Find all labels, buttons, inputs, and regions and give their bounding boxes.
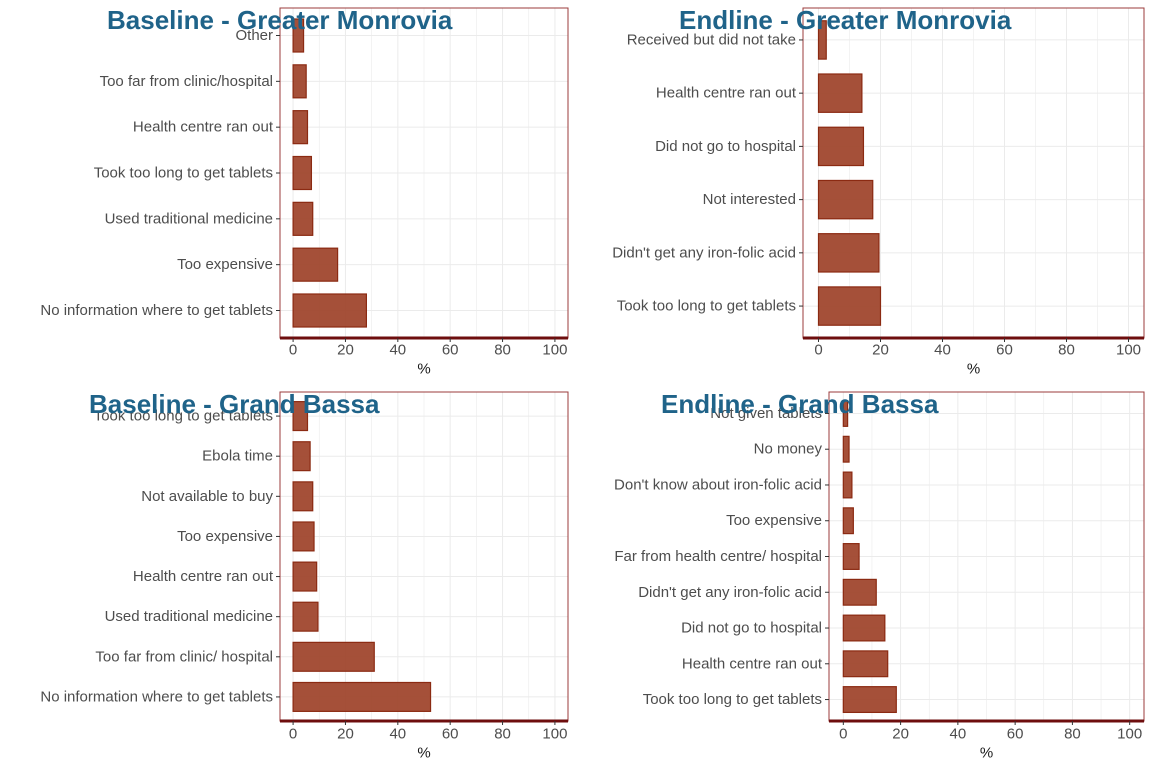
category-label: Used traditional medicine <box>105 608 273 625</box>
x-tick-label: 100 <box>542 726 567 743</box>
panel-title: Baseline - Grand Bassa <box>89 389 380 419</box>
panel-2: Received but did not take Health centre r… <box>612 5 1145 378</box>
bar <box>817 126 865 167</box>
category-label: No money <box>754 441 823 458</box>
x-tick-label: 100 <box>1117 726 1142 743</box>
category-label: Not available to buy <box>141 488 273 505</box>
category-label: Didn't get any iron-folic acid <box>638 584 822 601</box>
x-tick-label: 20 <box>892 726 909 743</box>
x-tick-label: 0 <box>839 726 847 743</box>
x-tick-label: 40 <box>389 342 406 359</box>
x-tick-label: 20 <box>337 726 354 743</box>
category-label: Too expensive <box>177 256 273 273</box>
x-tick-label: 60 <box>1007 726 1024 743</box>
bar <box>292 521 315 552</box>
bar <box>842 399 849 427</box>
bar <box>292 64 307 99</box>
category-label: Health centre ran out <box>133 568 274 585</box>
x-tick-label: 0 <box>289 342 297 359</box>
bar <box>842 614 886 642</box>
category-label: Not interested <box>703 191 796 208</box>
bar <box>292 441 311 472</box>
panel-4: Not given tablets No money Don't know abou… <box>614 389 1145 762</box>
bar <box>292 681 432 712</box>
bar <box>842 686 897 714</box>
bar <box>292 481 314 512</box>
x-tick-label: 80 <box>1058 342 1075 359</box>
bar <box>292 561 318 592</box>
bar <box>842 578 877 606</box>
x-tick-label: 40 <box>950 726 967 743</box>
category-label: Don't know about iron-folic acid <box>614 476 822 493</box>
bar <box>817 73 863 113</box>
panel-title: Endline - Grand Bassa <box>661 389 939 419</box>
category-label: Did not go to hospital <box>681 620 822 637</box>
bar <box>842 650 889 678</box>
category-label: Took too long to get tablets <box>94 408 273 425</box>
bar <box>817 286 882 326</box>
category-label: Too expensive <box>726 512 822 529</box>
category-label: Too expensive <box>177 528 273 545</box>
bar <box>817 179 874 220</box>
x-axis-title: % <box>417 361 430 378</box>
x-tick-label: 100 <box>542 342 567 359</box>
bar <box>292 247 339 282</box>
x-tick-label: 20 <box>872 342 889 359</box>
bar <box>292 18 305 53</box>
category-label: Health centre ran out <box>656 85 797 102</box>
panel-title: Endline - Greater Monrovia <box>679 5 1012 35</box>
bar <box>292 201 314 236</box>
x-tick-label: 100 <box>1116 342 1141 359</box>
category-label: Too far from clinic/hospital <box>100 73 273 90</box>
category-label: Didn't get any iron-folic acid <box>612 244 796 261</box>
category-label: Far from health centre/ hospital <box>614 548 822 565</box>
x-tick-label: 60 <box>442 726 459 743</box>
category-label: Other <box>235 27 273 44</box>
x-tick-label: 80 <box>494 342 511 359</box>
x-tick-label: 60 <box>996 342 1013 359</box>
bar <box>842 471 853 499</box>
x-tick-label: 60 <box>442 342 459 359</box>
x-tick-label: 0 <box>814 342 822 359</box>
bar <box>842 507 854 535</box>
bar <box>817 20 827 60</box>
panel-3: Took too long to get tablets Ebola time No… <box>40 389 569 762</box>
category-label: Took too long to get tablets <box>643 691 822 708</box>
category-label: No information where to get tablets <box>40 688 273 705</box>
panel-1: Other Too far from clinic/hospital Health … <box>40 5 569 378</box>
category-label: Too far from clinic/ hospital <box>95 648 273 665</box>
bar <box>292 110 309 145</box>
x-axis-title: % <box>967 361 980 378</box>
x-tick-label: 80 <box>494 726 511 743</box>
bar <box>292 641 375 672</box>
category-label: Did not go to hospital <box>655 138 796 155</box>
category-label: Received but did not take <box>627 31 796 48</box>
category-label: Health centre ran out <box>133 119 274 136</box>
x-tick-label: 40 <box>934 342 951 359</box>
x-axis-title: % <box>417 745 430 762</box>
bar <box>292 293 368 328</box>
category-label: Took too long to get tablets <box>94 165 273 182</box>
category-label: Health centre ran out <box>682 655 823 672</box>
bar <box>842 435 850 463</box>
bar <box>842 543 860 570</box>
x-tick-label: 40 <box>389 726 406 743</box>
x-tick-label: 20 <box>337 342 354 359</box>
category-label: No information where to get tablets <box>40 302 273 319</box>
bar <box>292 155 313 191</box>
category-label: Not given tablets <box>710 405 822 422</box>
bar <box>292 401 309 432</box>
bar <box>817 233 880 273</box>
x-axis-title: % <box>980 745 993 762</box>
category-label: Ebola time <box>202 448 273 465</box>
bar <box>292 601 319 632</box>
category-label: Took too long to get tablets <box>617 298 796 315</box>
category-label: Used traditional medicine <box>105 210 273 227</box>
x-tick-label: 0 <box>289 726 297 743</box>
panel-title: Baseline - Greater Monrovia <box>107 5 453 35</box>
x-tick-label: 80 <box>1064 726 1081 743</box>
